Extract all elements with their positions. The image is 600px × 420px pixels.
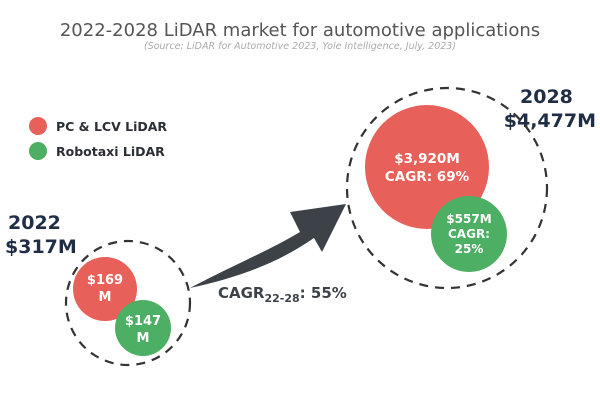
- year-2022-label: 2022: [8, 212, 61, 234]
- bubble-label: M: [137, 331, 150, 346]
- bubble-2022-pc-lcv: [73, 257, 137, 321]
- legend-item-robotaxi: Robotaxi LiDAR: [29, 142, 165, 160]
- bubble-label: $3,920M: [394, 151, 460, 167]
- chart-title: 2022-2028 LiDAR market for automotive ap…: [59, 20, 541, 41]
- bubble-label: M: [99, 290, 112, 305]
- chart-subtitle: (Source: LiDAR for Automotive 2023, Yole…: [143, 41, 457, 52]
- year-2028-label: 2028: [520, 86, 573, 108]
- bubble-label: CAGR: 69%: [385, 169, 470, 185]
- group-2028-outline: [345, 86, 549, 290]
- total-2022-label: $317M: [5, 236, 77, 258]
- legend-item-pc-lcv: PC & LCV LiDAR: [29, 117, 167, 135]
- bubble-label: 25%: [455, 242, 484, 256]
- bubble-label: $557M: [446, 212, 491, 226]
- growth-arrow: [190, 204, 346, 288]
- bubble-label: $147: [125, 314, 161, 329]
- legend-label: PC & LCV LiDAR: [56, 118, 168, 134]
- bubble-label: $169: [87, 273, 123, 288]
- group-2022-outline: [64, 239, 192, 367]
- bubble-label: CAGR:: [448, 227, 490, 241]
- bubble-2022-robotaxi: [115, 300, 171, 356]
- legend-swatch-red: [29, 117, 47, 135]
- legend-label: Robotaxi LiDAR: [56, 143, 165, 159]
- legend-swatch-green: [29, 142, 47, 160]
- bubble-2028-robotaxi: [431, 196, 507, 272]
- cagr-label: CAGR22-28: 55%: [218, 284, 347, 305]
